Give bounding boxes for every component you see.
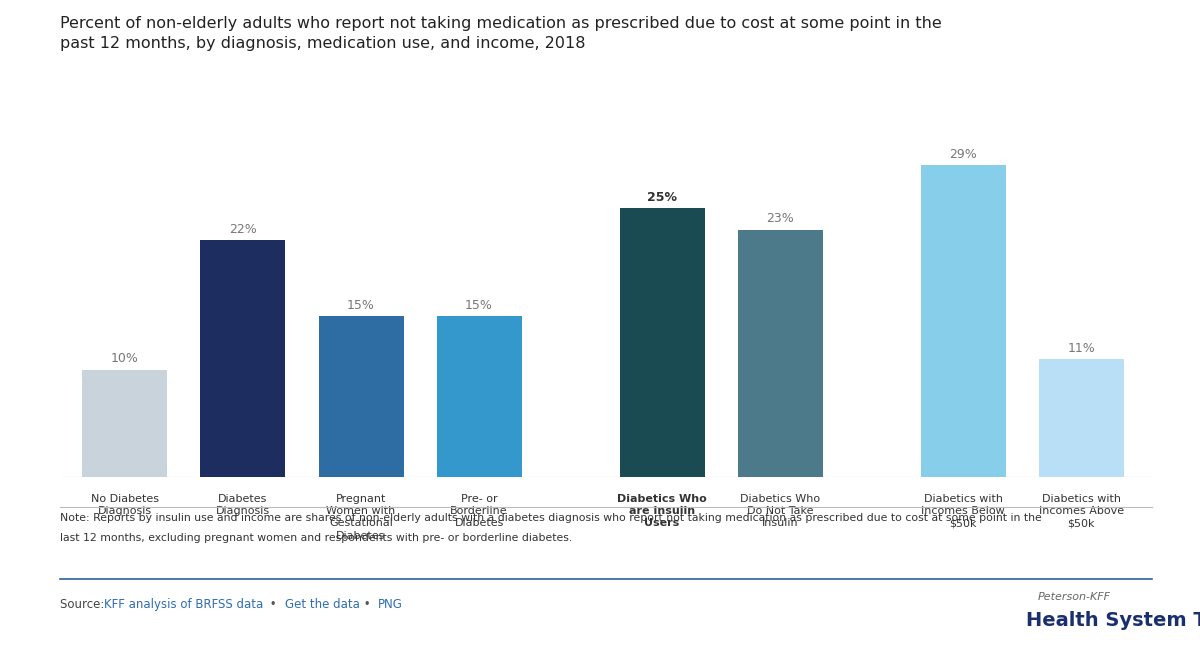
Text: 15%: 15% bbox=[466, 298, 493, 311]
Text: Diabetics with
Incomes Above
$50k: Diabetics with Incomes Above $50k bbox=[1039, 494, 1123, 528]
Bar bbox=[920, 165, 1006, 477]
Text: 29%: 29% bbox=[949, 148, 977, 161]
Text: Note: Reports by insulin use and income are shares of non-elderly adults with a : Note: Reports by insulin use and income … bbox=[60, 513, 1042, 523]
Text: Percent of non-elderly adults who report not taking medication as prescribed due: Percent of non-elderly adults who report… bbox=[60, 16, 942, 31]
Text: Diabetics with
Incomes Below
$50k: Diabetics with Incomes Below $50k bbox=[922, 494, 1004, 528]
Bar bbox=[83, 370, 168, 477]
Text: 11%: 11% bbox=[1067, 341, 1096, 354]
Text: 23%: 23% bbox=[767, 213, 794, 226]
Text: last 12 months, excluding pregnant women and respondents with pre- or borderline: last 12 months, excluding pregnant women… bbox=[60, 533, 572, 543]
Text: Diabetics Who
are Insulin
Users: Diabetics Who are Insulin Users bbox=[617, 494, 707, 528]
Text: •: • bbox=[360, 598, 374, 611]
Text: Pre- or
Borderline
Diabetes: Pre- or Borderline Diabetes bbox=[450, 494, 508, 528]
Text: Source:: Source: bbox=[60, 598, 108, 611]
Text: 25%: 25% bbox=[647, 191, 677, 204]
Text: past 12 months, by diagnosis, medication use, and income, 2018: past 12 months, by diagnosis, medication… bbox=[60, 36, 586, 51]
Text: Diabetes
Diagnosis: Diabetes Diagnosis bbox=[216, 494, 270, 516]
Text: PNG: PNG bbox=[378, 598, 403, 611]
Bar bbox=[200, 241, 286, 477]
Text: •: • bbox=[266, 598, 281, 611]
Text: Health System Tracker: Health System Tracker bbox=[1026, 611, 1200, 630]
Bar bbox=[738, 230, 823, 477]
Text: KFF analysis of BRFSS data: KFF analysis of BRFSS data bbox=[103, 598, 263, 611]
Text: 22%: 22% bbox=[229, 223, 257, 236]
Text: Pregnant
Women with
Gestational
Diabetes: Pregnant Women with Gestational Diabetes bbox=[326, 494, 396, 541]
Text: Get the data: Get the data bbox=[284, 598, 360, 611]
Text: Peterson-KFF: Peterson-KFF bbox=[1038, 592, 1111, 602]
Bar bbox=[437, 316, 522, 477]
Text: Diabetics Who
Do Not Take
Insulin: Diabetics Who Do Not Take Insulin bbox=[740, 494, 820, 528]
Bar bbox=[619, 208, 704, 477]
Text: No Diabetes
Diagnosis: No Diabetes Diagnosis bbox=[91, 494, 158, 516]
Bar bbox=[1039, 359, 1123, 477]
Text: 15%: 15% bbox=[347, 298, 374, 311]
Text: 10%: 10% bbox=[110, 353, 139, 366]
Bar bbox=[318, 316, 403, 477]
